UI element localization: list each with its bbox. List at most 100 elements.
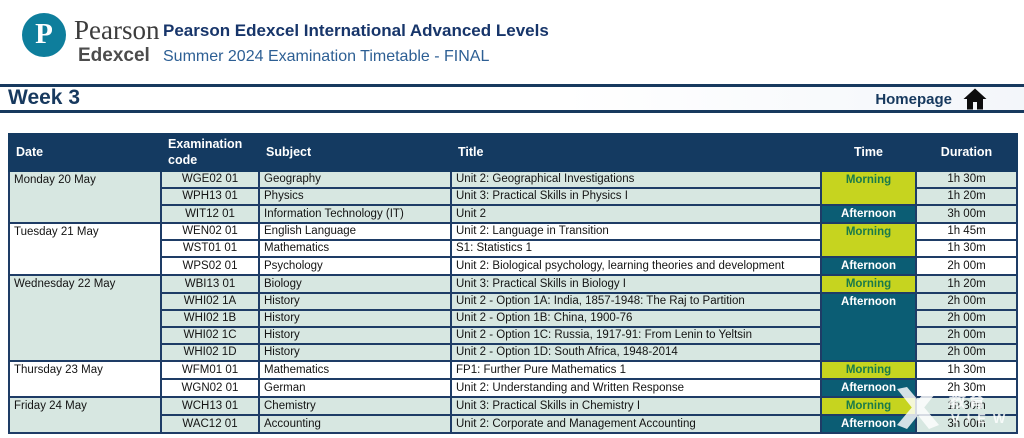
duration-cell: 1h 20m xyxy=(915,274,1018,295)
time-cell: Afternoon xyxy=(820,204,917,225)
table-row: WHI02 1B History Unit 2 - Option 1B: China… xyxy=(9,309,1018,329)
subject-cell: Accounting xyxy=(258,414,452,435)
subject-cell: Mathematics xyxy=(258,239,452,259)
table-row: WHI02 1C History Unit 2 - Option 1C: Russi… xyxy=(9,326,1018,346)
time-cell: Morning xyxy=(820,360,917,381)
title-cell: Unit 2 - Option 1B: China, 1900-76 xyxy=(450,309,822,329)
timetable: Date Examination code Subject Title Time… xyxy=(8,132,1018,435)
subject-cell: English Language xyxy=(258,222,452,242)
subject-cell: Psychology xyxy=(258,256,452,277)
subject-cell: History xyxy=(258,326,452,346)
exam-code-cell: WHI02 1B xyxy=(160,309,260,329)
time-cell: Morning xyxy=(820,274,917,295)
timetable-body: Monday 20 May WGE02 01 Geography Unit 2: Ge… xyxy=(8,170,1018,435)
exam-code-cell: WPS02 01 xyxy=(160,256,260,277)
table-row: WHI02 1D History Unit 2 - Option 1D: South… xyxy=(9,343,1018,363)
duration-cell: 1h 30m xyxy=(915,170,1018,190)
table-row: Friday 24 May WCH13 01 Chemistry Unit 3: Pr… xyxy=(8,396,1018,435)
subject-cell: History xyxy=(258,343,452,363)
table-row: WHI02 1A History Unit 2 - Option 1A: India… xyxy=(9,292,1018,363)
exam-code-cell: WAC12 01 xyxy=(160,414,260,435)
time-cell: Afternoon xyxy=(820,378,917,399)
duration-cell: 1h 30m xyxy=(915,239,1018,259)
date-cell: Wednesday 22 May xyxy=(8,274,162,363)
duration-cell: 3h 00m xyxy=(915,204,1018,225)
table-header-row: Date Examination code Subject Title Time… xyxy=(8,132,1018,173)
home-icon[interactable] xyxy=(963,88,987,110)
title-cell: Unit 2 - Option 1A: India, 1857-1948: Th… xyxy=(450,292,822,312)
title-cell: Unit 2 - Option 1D: South Africa, 1948-2… xyxy=(450,343,822,363)
table-row: WST01 01 Mathematics S1: Statistics 1 1h 30… xyxy=(9,239,1018,259)
brand-name: Pearson xyxy=(74,15,160,45)
col-header-date: Date xyxy=(8,132,162,173)
subject-cell: Information Technology (IT) xyxy=(258,204,452,225)
title-cell: Unit 3: Practical Skills in Chemistry I xyxy=(450,396,822,417)
title-cell: Unit 2 - Option 1C: Russia, 1917-91: Fro… xyxy=(450,326,822,346)
duration-cell: 2h 00m xyxy=(915,326,1018,346)
title-cell: Unit 2: Understanding and Written Respon… xyxy=(450,378,822,399)
subject-cell: German xyxy=(258,378,452,399)
col-header-subject: Subject xyxy=(258,132,452,173)
exam-code-cell: WCH13 01 xyxy=(160,396,260,417)
duration-cell: 1h 30m xyxy=(915,396,1018,417)
time-cell: Morning xyxy=(820,170,917,207)
page-subtitle: Summer 2024 Examination Timetable - FINA… xyxy=(163,48,490,65)
title-cell: Unit 2: Language in Transition xyxy=(450,222,822,242)
pearson-logo-monogram: P xyxy=(35,17,53,50)
table-row: WGN02 01 German Unit 2: Understanding and … xyxy=(9,378,1018,399)
week-title: Week 3 xyxy=(8,86,80,109)
table-row: WAC12 01 Accounting Unit 2: Corporate and … xyxy=(9,414,1018,435)
subject-cell: History xyxy=(258,292,452,312)
date-cell: Tuesday 21 May xyxy=(8,222,162,277)
date-cell: Friday 24 May xyxy=(8,396,162,435)
exam-code-cell: WIT12 01 xyxy=(160,204,260,225)
time-cell: Afternoon xyxy=(820,292,917,363)
subject-cell: Mathematics xyxy=(258,360,452,381)
table-row: Wednesday 22 May WBI13 01 Biology Unit 3: P… xyxy=(8,274,1018,363)
table-row: WPH13 01 Physics Unit 3: Practical Skills … xyxy=(9,187,1018,207)
exam-code-cell: WPH13 01 xyxy=(160,187,260,207)
divider-bottom xyxy=(0,110,1024,113)
date-cell: Thursday 23 May xyxy=(8,360,162,399)
title-cell: Unit 2: Corporate and Management Account… xyxy=(450,414,822,435)
exam-code-cell: WHI02 1C xyxy=(160,326,260,346)
subject-cell: Chemistry xyxy=(258,396,452,417)
duration-cell: 1h 45m xyxy=(915,222,1018,242)
duration-cell: 2h 00m xyxy=(915,292,1018,312)
exam-code-cell: WGN02 01 xyxy=(160,378,260,399)
title-cell: FP1: Further Pure Mathematics 1 xyxy=(450,360,822,381)
table-row: Monday 20 May WGE02 01 Geography Unit 2: Ge… xyxy=(8,170,1018,225)
subject-cell: Geography xyxy=(258,170,452,190)
duration-cell: 2h 00m xyxy=(915,343,1018,363)
duration-cell: 1h 30m xyxy=(915,360,1018,381)
title-cell: Unit 3: Practical Skills in Biology I xyxy=(450,274,822,295)
title-cell: Unit 2: Geographical Investigations xyxy=(450,170,822,190)
date-cell: Monday 20 May xyxy=(8,170,162,225)
title-cell: Unit 2 xyxy=(450,204,822,225)
pearson-logo: P xyxy=(22,13,66,57)
homepage-link[interactable]: Homepage xyxy=(875,91,952,108)
col-header-exam-code: Examination code xyxy=(160,132,260,173)
duration-cell: 3h 00m xyxy=(915,414,1018,435)
time-cell: Morning xyxy=(820,222,917,259)
page-title: Pearson Edexcel International Advanced L… xyxy=(163,21,549,40)
exam-code-cell: WBI13 01 xyxy=(160,274,260,295)
table-row: WIT12 01 Information Technology (IT) Unit … xyxy=(9,204,1018,225)
time-cell: Morning xyxy=(820,396,917,417)
table-row: WPS02 01 Psychology Unit 2: Biological psy… xyxy=(9,256,1018,277)
table-row: Tuesday 21 May WEN02 01 English Language Un… xyxy=(8,222,1018,277)
time-cell: Afternoon xyxy=(820,414,917,435)
col-header-time: Time xyxy=(820,132,917,173)
duration-cell: 1h 20m xyxy=(915,187,1018,207)
exam-code-cell: WEN02 01 xyxy=(160,222,260,242)
brand-subname: Edexcel xyxy=(78,45,150,66)
subject-cell: Biology xyxy=(258,274,452,295)
title-cell: S1: Statistics 1 xyxy=(450,239,822,259)
table-row: Thursday 23 May WFM01 01 Mathematics FP1: F… xyxy=(8,360,1018,399)
divider-top xyxy=(0,84,1024,87)
title-cell: Unit 2: Biological psychology, learning … xyxy=(450,256,822,277)
exam-code-cell: WST01 01 xyxy=(160,239,260,259)
exam-code-cell: WFM01 01 xyxy=(160,360,260,381)
exam-code-cell: WHI02 1A xyxy=(160,292,260,312)
duration-cell: 2h 30m xyxy=(915,378,1018,399)
